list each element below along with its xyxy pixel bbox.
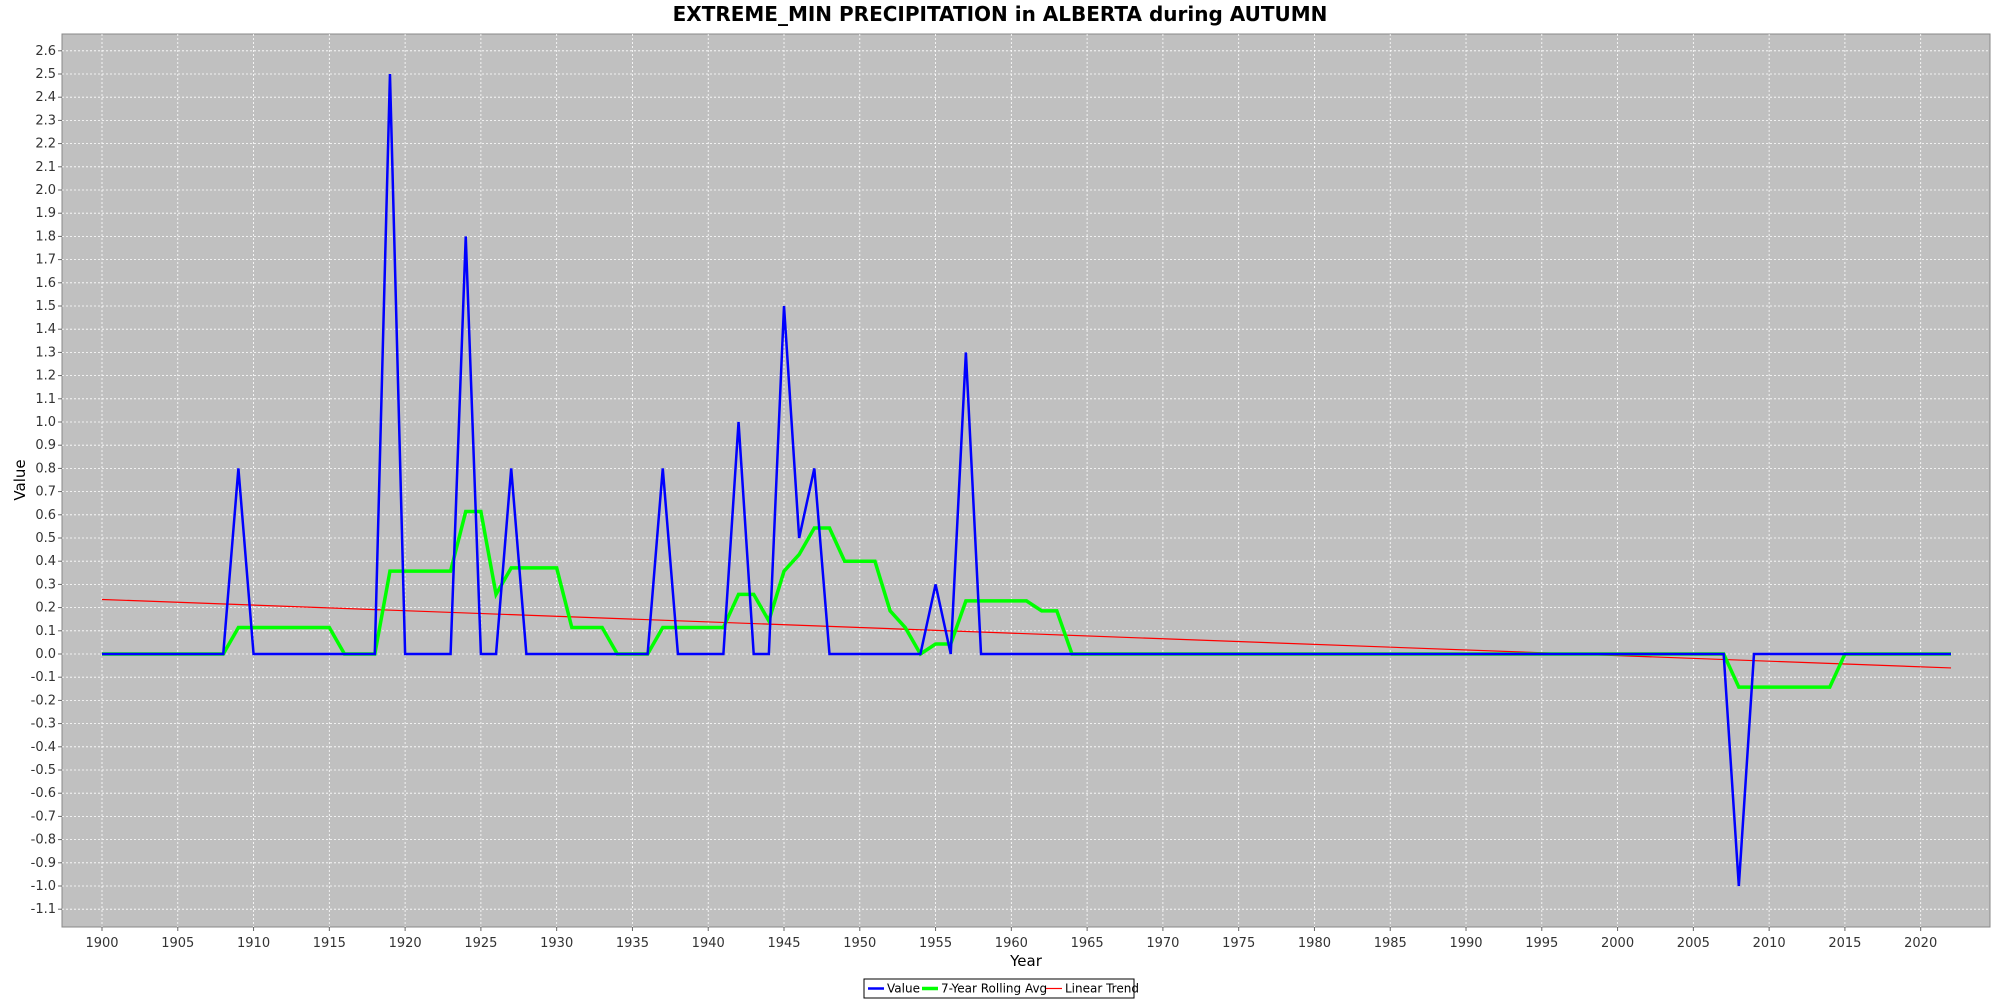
- y-tick-label: 1.4: [35, 322, 56, 337]
- x-tick-label: 1975: [1222, 936, 1255, 951]
- x-tick-label: 2000: [1601, 936, 1634, 951]
- x-tick-label: 1985: [1374, 936, 1407, 951]
- x-tick-label: 1970: [1146, 936, 1179, 951]
- y-tick-label: 2.1: [35, 160, 56, 175]
- y-tick-label: -0.6: [31, 786, 56, 801]
- y-tick-label: -0.4: [31, 740, 56, 755]
- legend-label-7-year-rolling-avg: 7-Year Rolling Avg: [941, 982, 1047, 996]
- y-tick-label: 2.3: [35, 113, 56, 128]
- x-tick-label: 2010: [1753, 936, 1786, 951]
- y-tick-label: 2.5: [35, 67, 56, 82]
- y-tick-label: 1.8: [35, 229, 56, 244]
- x-tick-label: 1925: [464, 936, 497, 951]
- grid: [62, 34, 1990, 927]
- chart-title: EXTREME_MIN PRECIPITATION in ALBERTA dur…: [673, 2, 1328, 26]
- x-tick-label: 1990: [1449, 936, 1482, 951]
- y-tick-label: 1.6: [35, 276, 56, 291]
- y-tick-label: 1.1: [35, 392, 56, 407]
- y-tick-label: 2.6: [35, 44, 56, 59]
- x-tick-label: 1980: [1298, 936, 1331, 951]
- plot-area: [61, 33, 1991, 928]
- x-axis-label: Year: [1009, 952, 1043, 970]
- series-layer: [101, 73, 1952, 887]
- y-tick-label: 1.5: [35, 299, 56, 314]
- legend-label-value: Value: [887, 982, 920, 996]
- legend: Value 7-Year Rolling Avg Linear Trend: [863, 978, 1139, 999]
- x-tick-label: 1930: [540, 936, 573, 951]
- series-value-line: [102, 73, 1951, 887]
- x-tick-label: 1960: [995, 936, 1028, 951]
- y-tick-label: 2.4: [35, 90, 56, 105]
- y-tick-label: 1.0: [35, 415, 56, 430]
- x-tick-label: 1940: [692, 936, 725, 951]
- x-tick-label: 1945: [767, 936, 800, 951]
- legend-box: [863, 978, 1135, 999]
- y-tick-label: -0.3: [31, 717, 56, 732]
- x-tick-label: 1920: [389, 936, 422, 951]
- x-tick-label: 1995: [1525, 936, 1558, 951]
- y-tick-label: 0.8: [35, 461, 56, 476]
- x-tick-label: 1900: [85, 936, 118, 951]
- y-tick-label: 2.0: [35, 183, 56, 198]
- x-tick-label: 2020: [1904, 936, 1937, 951]
- y-axis-label: Value: [11, 459, 29, 500]
- series-7-year-rolling-avg-line: [102, 509, 1951, 689]
- y-tick-label: 2.2: [35, 137, 56, 152]
- y-tick-label: -0.5: [31, 763, 56, 778]
- x-tick-label: 1935: [616, 936, 649, 951]
- y-tick-label: -0.7: [31, 809, 56, 824]
- x-tick-label: 2005: [1677, 936, 1710, 951]
- y-tick-label: 0.7: [35, 485, 56, 500]
- legend-label-linear-trend: Linear Trend: [1065, 982, 1139, 996]
- y-tick-label: 1.9: [35, 206, 56, 221]
- y-tick-label: 0.0: [35, 647, 56, 662]
- x-tick-label: 2015: [1828, 936, 1861, 951]
- x-tick-label: 1910: [237, 936, 270, 951]
- y-tick-label: 1.3: [35, 345, 56, 360]
- y-tick-label: -0.2: [31, 693, 56, 708]
- y-tick-label: 0.9: [35, 438, 56, 453]
- y-tick-label: 0.5: [35, 531, 56, 546]
- y-tick-label: -1.0: [31, 879, 56, 894]
- y-tick-label: 0.3: [35, 577, 56, 592]
- axes: -1.1 -1.0 -0.9 -0.8 -0.7 -0.6 -0.5 -0.4 -0.3 -0.2…: [31, 44, 1938, 951]
- y-tick-label: 0.2: [35, 601, 56, 616]
- y-tick-label: -0.1: [31, 670, 56, 685]
- series-linear-trend-line: [101, 598, 1952, 669]
- y-tick-label: 1.2: [35, 369, 56, 384]
- y-tick-label: -1.1: [31, 902, 56, 917]
- y-tick-label: 0.6: [35, 508, 56, 523]
- y-tick-label: -0.8: [31, 833, 56, 848]
- x-tick-label: 1950: [843, 936, 876, 951]
- y-tick-label: -0.9: [31, 856, 56, 871]
- y-tick-label: 0.4: [35, 554, 56, 569]
- y-tick-label: 0.1: [35, 624, 56, 639]
- x-tick-label: 1915: [313, 936, 346, 951]
- x-tick-label: 1965: [1071, 936, 1104, 951]
- x-tick-label: 1905: [161, 936, 194, 951]
- y-tick-label: 1.7: [35, 253, 56, 268]
- x-tick-label: 1955: [919, 936, 952, 951]
